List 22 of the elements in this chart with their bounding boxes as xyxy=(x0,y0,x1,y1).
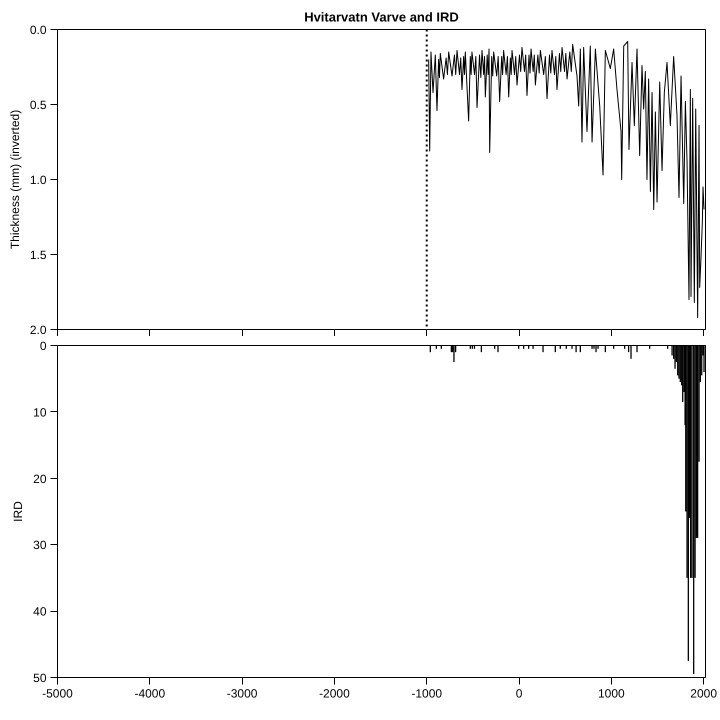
x-tick-label: -5000 xyxy=(42,686,74,700)
y-tick-label: 1.0 xyxy=(30,173,47,187)
y-tick-label: 0.0 xyxy=(30,23,47,37)
y-axis-title: Thickness (mm) (inverted) xyxy=(8,110,22,250)
x-tick-label: 2000 xyxy=(690,686,718,700)
y-tick-label: 20 xyxy=(33,472,47,486)
x-tick-label: 1000 xyxy=(598,686,626,700)
y-tick-label: 50 xyxy=(33,671,47,685)
x-tick-label: 0 xyxy=(516,686,523,700)
y-tick-label: 0.5 xyxy=(30,98,47,112)
chart-title: Hvitarvatn Varve and IRD xyxy=(304,10,459,24)
y-tick-label: 2.0 xyxy=(30,323,47,337)
x-tick-label: -1000 xyxy=(411,686,442,700)
x-tick-label: -3000 xyxy=(226,686,258,700)
y-axis-title: IRD xyxy=(11,500,26,522)
y-tick-label: 0 xyxy=(40,339,47,353)
y-tick-label: 30 xyxy=(33,538,47,552)
y-tick-label: 1.5 xyxy=(30,248,47,262)
y-tick-label: 40 xyxy=(33,604,47,619)
x-tick-label: -2000 xyxy=(319,686,350,700)
x-tick-label: -4000 xyxy=(134,686,166,700)
y-tick-label: 10 xyxy=(33,405,47,420)
